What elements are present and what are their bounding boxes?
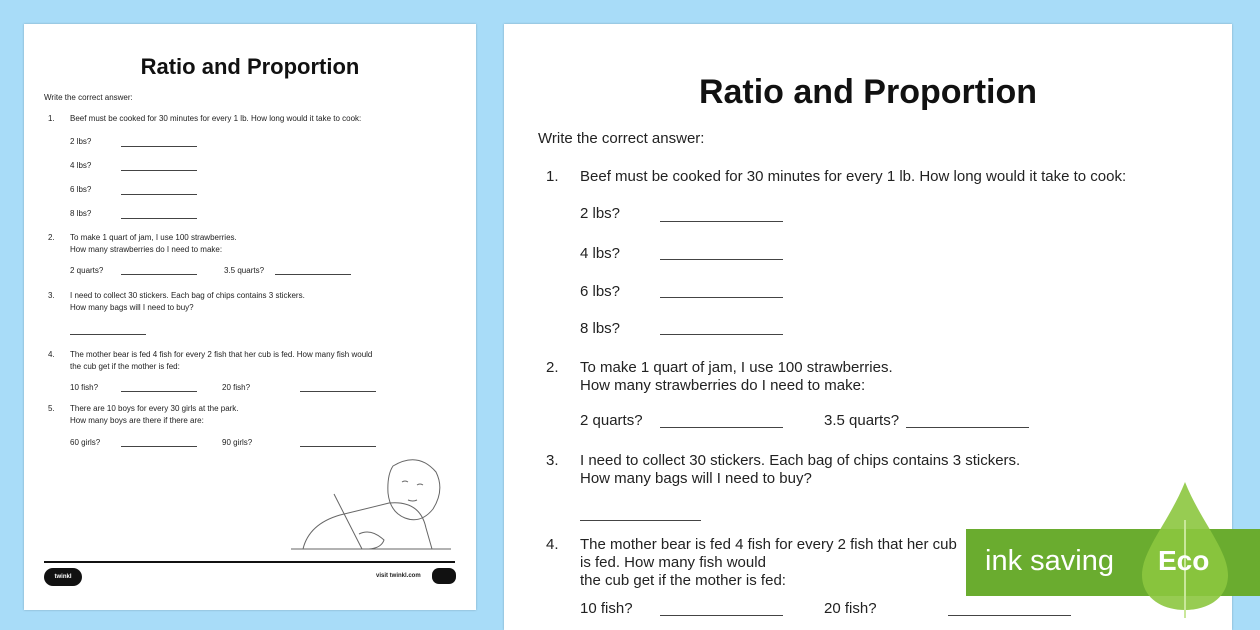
q5-line2: How many boys are there if there are: <box>70 416 204 425</box>
eco-word: Eco <box>1158 545 1210 576</box>
answer-line <box>121 170 197 171</box>
q2-label-b: 3.5 quarts? <box>824 412 900 429</box>
q1-label-b: 4 lbs? <box>580 245 621 262</box>
brand-badge-icon <box>432 568 456 584</box>
q1-number: 1. <box>546 168 559 185</box>
q3-line1: I need to collect 30 stickers. Each bag … <box>580 452 1021 469</box>
answer-line <box>906 427 1029 428</box>
brand-logo: twinkl <box>44 568 82 586</box>
q5-number: 5. <box>48 404 55 413</box>
q3-line1: I need to collect 30 stickers. Each bag … <box>70 291 305 300</box>
q1-text: Beef must be cooked for 30 minutes for e… <box>580 168 1127 185</box>
answer-line <box>660 427 783 428</box>
q5-label-a: 60 girls? <box>70 438 101 447</box>
answer-line <box>121 146 197 147</box>
answer-line <box>70 334 146 335</box>
q1-label-d: 8 lbs? <box>580 320 621 337</box>
q1-label-d: 8 lbs? <box>70 209 92 218</box>
q4-line1: The mother bear is fed 4 fish for every … <box>70 350 373 359</box>
answer-line <box>660 259 783 260</box>
answer-line <box>275 274 351 275</box>
leaf-icon <box>1142 482 1228 618</box>
q2-line1: To make 1 quart of jam, I use 100 strawb… <box>580 359 893 376</box>
q4-label-a: 10 fish? <box>580 600 633 617</box>
q4-line2: the cub get if the mother is fed: <box>580 572 786 589</box>
q2-label-a: 2 quarts? <box>70 266 104 275</box>
q2-number: 2. <box>546 359 559 376</box>
worksheet-title: Ratio and Proportion <box>698 73 1038 111</box>
q4-label-b: 20 fish? <box>222 383 251 392</box>
q1-number: 1. <box>48 114 55 123</box>
footer-url: visit twinkl.com <box>376 573 421 579</box>
q1-label-b: 4 lbs? <box>70 161 92 170</box>
instruction: Write the correct answer: <box>538 130 705 147</box>
q3-number: 3. <box>48 291 55 300</box>
q1-label-c: 6 lbs? <box>70 185 92 194</box>
worksheet-preview-large: Ratio and Proportion Write the correct a… <box>504 24 1232 630</box>
answer-line <box>121 194 197 195</box>
worksheet-preview-thumbnail[interactable]: Ratio and Proportion Write the correct a… <box>24 24 476 610</box>
q2-label-a: 2 quarts? <box>580 412 643 429</box>
q4-number: 4. <box>546 536 559 553</box>
q3-number: 3. <box>546 452 559 469</box>
answer-line <box>580 520 701 521</box>
q1-label-a: 2 lbs? <box>70 137 92 146</box>
q5-label-b: 90 girls? <box>222 438 253 447</box>
q2-line2: How many strawberries do I need to make: <box>580 377 866 394</box>
answer-line <box>660 615 783 616</box>
q4-label-a: 10 fish? <box>70 383 99 392</box>
answer-line <box>121 446 197 447</box>
q5-line1: There are 10 boys for every 30 girls at … <box>70 404 239 413</box>
q4-label-b: 20 fish? <box>824 600 877 617</box>
q1-text: Beef must be cooked for 30 minutes for e… <box>70 114 362 123</box>
footer-divider <box>44 561 455 563</box>
q4-line1: The mother bear is fed 4 fish for every … <box>580 536 957 571</box>
answer-line <box>660 297 783 298</box>
answer-line <box>300 446 376 447</box>
answer-line <box>948 615 1071 616</box>
boy-writing-illustration <box>291 459 451 550</box>
answer-line <box>660 221 783 222</box>
answer-line <box>121 391 197 392</box>
answer-line <box>300 391 376 392</box>
q1-label-c: 6 lbs? <box>580 283 621 300</box>
q3-line2: How many bags will I need to buy? <box>580 470 812 487</box>
q3-line2: How many bags will I need to buy? <box>70 303 194 312</box>
q4-number: 4. <box>48 350 55 359</box>
q2-line2: How many strawberries do I need to make: <box>70 245 223 254</box>
q2-label-b: 3.5 quarts? <box>224 266 265 275</box>
q2-line1: To make 1 quart of jam, I use 100 strawb… <box>70 233 237 242</box>
q2-number: 2. <box>48 233 55 242</box>
answer-line <box>121 274 197 275</box>
answer-line <box>660 334 783 335</box>
worksheet-title: Ratio and Proportion <box>140 54 360 79</box>
instruction: Write the correct answer: <box>44 93 133 102</box>
answer-line <box>121 218 197 219</box>
eco-label: ink saving <box>985 545 1114 577</box>
q1-label-a: 2 lbs? <box>580 205 621 222</box>
q4-line2: the cub get if the mother is fed: <box>70 362 180 371</box>
